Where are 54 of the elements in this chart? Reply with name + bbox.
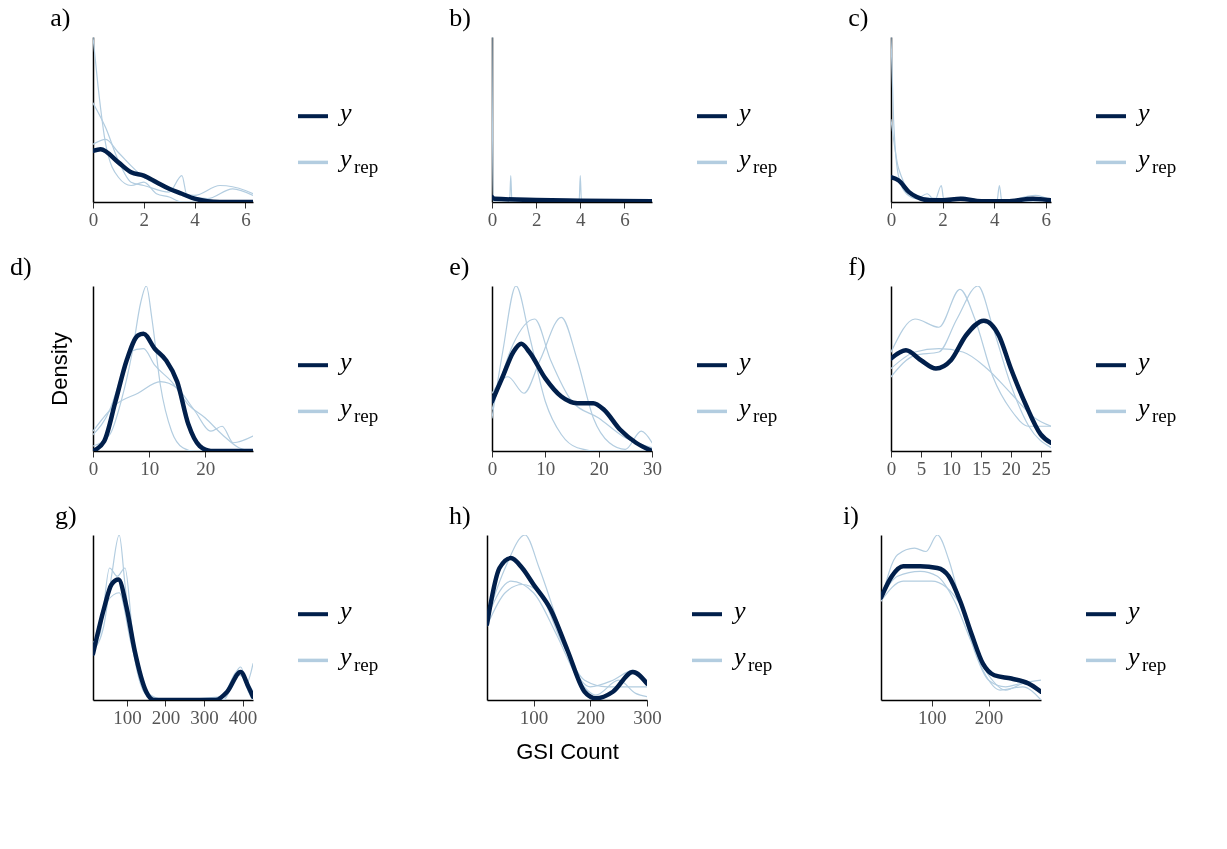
x-tick-label: 10 [941, 457, 961, 479]
x-tick-label: 4 [190, 208, 201, 230]
x-tick-label: 0 [487, 457, 498, 479]
x-tick-label: 10 [536, 457, 556, 479]
x-tick-label: 20 [589, 457, 609, 479]
x-tick-label: 100 [519, 706, 549, 728]
legend-label: y [736, 347, 751, 377]
chart-title: i) [843, 501, 859, 530]
x-tick-label: 6 [1041, 208, 1052, 230]
y-axis-title: Density [46, 332, 72, 406]
chart-title: f) [848, 252, 866, 281]
legend-label: y [337, 98, 352, 128]
chart-title: g) [55, 501, 77, 530]
x-tick-label: 2 [938, 208, 948, 230]
chart-title: d) [10, 252, 32, 281]
x-tick-label: 10 [140, 457, 160, 479]
x-tick-label: 300 [633, 706, 662, 728]
legend-label: y [1135, 347, 1150, 377]
x-tick-label: 6 [241, 208, 251, 230]
chart-title: e) [449, 252, 470, 281]
x-tick-label: 200 [576, 706, 606, 728]
chart-title: b) [449, 3, 471, 32]
x-tick-label: 100 [113, 706, 142, 728]
legend-label: y [1125, 596, 1140, 626]
x-tick-label: 100 [917, 706, 947, 728]
x-axis-title: GSI Count [516, 738, 619, 764]
chart-title: a) [50, 3, 71, 32]
x-tick-label: 2 [139, 208, 150, 230]
legend-label: y [337, 596, 352, 626]
x-tick-label: 400 [228, 706, 258, 728]
x-tick-label: 30 [643, 457, 662, 479]
x-tick-label: 300 [190, 706, 219, 728]
chart-title: h) [449, 501, 471, 530]
legend-label: y [1135, 98, 1150, 128]
x-tick-label: 200 [974, 706, 1004, 728]
x-tick-label: 0 [88, 457, 99, 479]
x-tick-label: 0 [487, 208, 498, 230]
x-tick-label: 4 [576, 208, 587, 230]
chart-title: c) [848, 3, 869, 32]
x-tick-label: 200 [151, 706, 181, 728]
x-tick-label: 20 [1001, 457, 1021, 479]
x-tick-label: 0 [886, 457, 897, 479]
x-tick-label: 15 [971, 457, 991, 479]
legend-label: y [736, 98, 751, 128]
x-tick-label: 2 [531, 208, 542, 230]
x-tick-label: 4 [989, 208, 1000, 230]
x-tick-label: 5 [916, 457, 927, 479]
x-tick-label: 0 [886, 208, 897, 230]
x-tick-label: 6 [620, 208, 630, 230]
legend-label: y [337, 347, 352, 377]
x-tick-label: 0 [88, 208, 99, 230]
x-tick-label: 20 [196, 457, 216, 479]
x-tick-label: 25 [1031, 457, 1051, 479]
legend-label: y [731, 596, 746, 626]
